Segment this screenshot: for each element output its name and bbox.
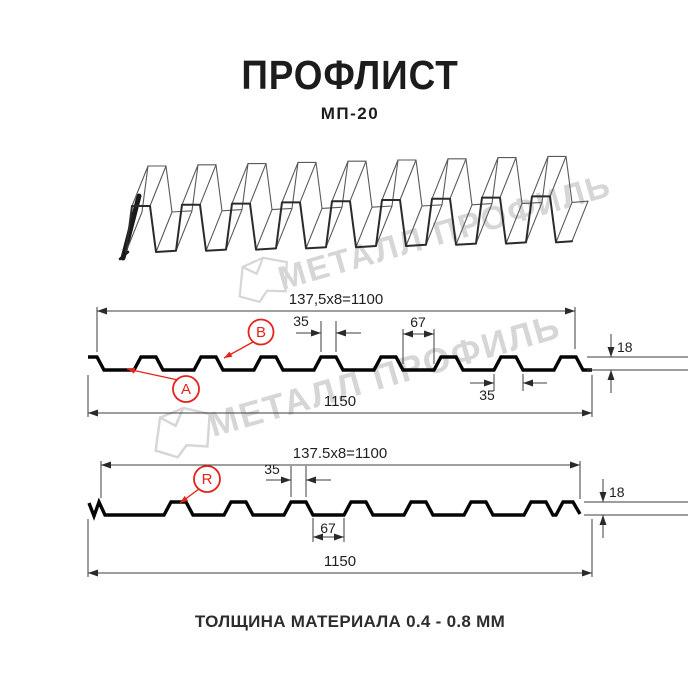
page-subtitle: МП-20 <box>320 104 380 123</box>
dim-pattern-width <box>96 307 576 352</box>
sheet-rib-edge <box>181 164 199 206</box>
sheet-rib-edge <box>481 157 499 199</box>
section-top-profile-outline <box>88 355 592 372</box>
sheet-rib-edge <box>549 155 567 197</box>
sheet-rib-edge <box>125 211 143 253</box>
dim-rib-top-label: 35 <box>293 313 309 329</box>
dim-valley-label: 67 <box>410 314 426 330</box>
dim-rib-bottom <box>470 374 547 391</box>
side-label-b-letter: В <box>256 324 266 341</box>
dim-height <box>584 479 688 538</box>
sheet-rib-edge <box>275 207 293 249</box>
sheet-rib-edge <box>131 165 149 207</box>
dim-total-width <box>87 375 593 417</box>
profile-3d-view <box>118 155 589 261</box>
sheet-rib-edge <box>475 203 493 245</box>
watermark-group: МЕТАЛЛ ПРОФИЛЬ МЕТАЛЛ ПРОФИЛЬ <box>154 166 616 459</box>
side-label-b: В <box>223 318 275 359</box>
page-title: ПРОФЛИСТ <box>241 52 459 98</box>
sheet-rib-edge <box>205 210 223 252</box>
sheet-rib-edge <box>155 211 173 253</box>
sheet-wireframe-line <box>125 195 573 253</box>
sheet-rib-edge <box>249 163 267 205</box>
sheet-rib-edge <box>425 204 443 246</box>
sheet-rib-edge <box>375 205 393 247</box>
sheet-rib-edge <box>255 209 273 251</box>
sheet-rib-edge <box>505 203 523 245</box>
sheet-rib-edge <box>399 159 417 201</box>
watermark-logo <box>238 256 288 304</box>
section-bottom: 137.5x8=1100 35 67 <box>87 445 688 577</box>
side-label-r-letter: R <box>202 471 213 488</box>
sheet-rib-edge <box>355 206 373 248</box>
dim-valley <box>402 329 435 364</box>
dim-height-label: 18 <box>609 484 625 500</box>
dim-height <box>587 334 688 393</box>
sheet-rib-edge <box>405 205 423 247</box>
section-top: 137,5x8=1100 35 67 <box>87 291 688 417</box>
sheet-rib-edge <box>381 159 399 201</box>
material-thickness-caption: ТОЛЩИНА МАТЕРИАЛА 0.4 - 0.8 ММ <box>194 612 506 631</box>
dim-valley <box>312 518 345 542</box>
dim-total-width-label: 1150 <box>324 393 356 410</box>
dim-valley-label: 67 <box>320 520 336 536</box>
sheet-rib-edge <box>531 155 549 197</box>
dim-rib-top <box>266 466 331 497</box>
section-bottom-profile-outline <box>87 497 582 521</box>
dim-pattern-width <box>100 461 581 499</box>
sheet-rib-edge <box>305 207 323 249</box>
sheet-rib-edge <box>555 201 573 243</box>
sheet-rib-edge <box>281 161 299 203</box>
side-label-r: R <box>179 465 221 504</box>
dim-total-width-label: 1150 <box>324 553 356 570</box>
dim-rib-top-label: 35 <box>264 461 280 477</box>
sheet-rib-edge <box>449 158 467 200</box>
dim-height-label: 18 <box>617 339 633 355</box>
dim-pattern-width-label: 137.5x8=1100 <box>293 445 387 462</box>
sheet-rib-edge <box>325 206 343 248</box>
sheet-rib-edge <box>299 161 317 203</box>
side-label-a-letter: А <box>181 381 191 398</box>
side-label-a: А <box>126 367 200 403</box>
dim-rib-bottom-label: 35 <box>479 387 495 403</box>
sheet-rib-edge <box>149 165 167 207</box>
sheet-rib-edge <box>455 204 473 246</box>
dim-pattern-width-label: 137,5x8=1100 <box>289 291 383 308</box>
sheet-rib-edge <box>225 209 243 251</box>
sheet-rib-edge <box>331 160 349 202</box>
sheet-rib-edge <box>199 164 217 206</box>
sheet-rib-edge <box>499 157 517 199</box>
sheet-rib-edge <box>571 200 589 242</box>
sheet-cut-edge-foot <box>118 250 130 261</box>
sheet-rib-edge <box>431 158 449 200</box>
sheet-rib-edge <box>175 210 193 252</box>
sheet-rib-edge <box>525 201 543 243</box>
dim-total-width <box>87 519 593 577</box>
sheet-rib-edge <box>349 160 367 202</box>
sheet-rib-edge <box>231 163 249 205</box>
dim-rib-top <box>296 321 361 352</box>
